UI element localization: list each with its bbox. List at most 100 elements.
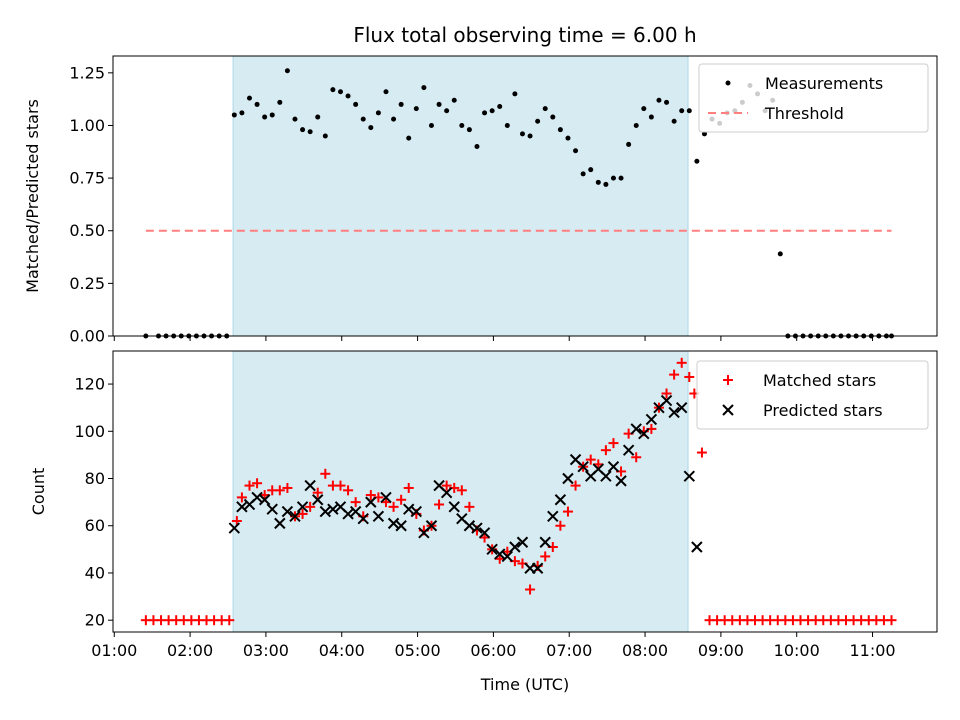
measurement-point [664, 99, 670, 105]
x-marker-stroke [645, 413, 658, 426]
x-marker-stroke [569, 453, 582, 466]
measurement-point [701, 131, 707, 137]
x-marker-stroke [289, 510, 301, 523]
measurement-point [686, 108, 692, 114]
measurement-point [550, 114, 556, 120]
predicted-star-point [387, 517, 400, 530]
legend-matched-marker [723, 375, 733, 385]
measurement-point [527, 133, 533, 139]
count-y-axis-label: Count [29, 468, 48, 516]
x-marker-stroke [691, 541, 703, 553]
measurement-point [360, 116, 366, 122]
matched-star-point [282, 482, 293, 493]
predicted-star-point [342, 508, 354, 520]
matched-star-point [886, 615, 897, 626]
x-tick-label: 02:00 [167, 641, 213, 660]
x-marker-stroke [615, 475, 627, 487]
predicted-star-point [622, 444, 635, 456]
x-tick-label: 07:00 [546, 641, 592, 660]
ratio-y-axis-label: Matched/Predicted stars [23, 99, 42, 293]
x-marker-stroke [380, 491, 392, 504]
measurement-point [246, 95, 252, 101]
matched-star-point [696, 447, 707, 458]
predicted-star-point [577, 460, 589, 473]
measurement-point [444, 108, 450, 114]
legend-predicted-label: Predicted stars [763, 401, 883, 420]
ratio-legend: Measurements Threshold [698, 63, 929, 133]
predicted-star-point [683, 470, 696, 482]
count-legend-box [696, 360, 929, 430]
matched-star-point [464, 501, 475, 512]
matched-star-point [562, 506, 573, 517]
measurement-point [474, 144, 480, 150]
matched-star-point [297, 508, 308, 519]
x-marker-stroke [683, 470, 696, 482]
measurement-point [573, 148, 579, 154]
predicted-star-point [547, 510, 559, 523]
matched-star-point [252, 478, 263, 489]
matched-star-point [244, 480, 255, 491]
matched-star-point [305, 501, 316, 512]
predicted-star-point [410, 505, 423, 518]
predicted-star-point [562, 472, 574, 485]
legend-measurements-marker [725, 80, 731, 86]
matched-star-point [396, 494, 407, 505]
measurement-point [391, 116, 397, 122]
x-marker-stroke [501, 550, 514, 563]
measurement-point [277, 99, 283, 105]
predicted-star-point [440, 486, 453, 499]
predicted-star-point [312, 494, 324, 506]
predicted-star-point [494, 548, 506, 560]
measurement-point [603, 181, 609, 187]
x-marker-stroke [319, 505, 332, 518]
matched-star-point [365, 490, 376, 501]
x-marker-stroke [539, 536, 551, 548]
x-marker-stroke [296, 501, 309, 513]
predicted-star-point [638, 427, 650, 440]
ratio-plot-frame [112, 55, 938, 337]
predicted-star-point [372, 510, 385, 523]
measurement-point [633, 122, 639, 128]
x-tick-label: 06:00 [470, 641, 516, 660]
predicted-star-point [691, 541, 703, 553]
predicted-star-point [296, 501, 309, 513]
x-marker-stroke [554, 494, 567, 506]
y-tick-label: 60 [85, 516, 105, 535]
ratio-legend-box [698, 63, 929, 133]
predicted-star-point [531, 562, 544, 574]
x-tick-label: 10:00 [774, 641, 820, 660]
x-marker-stroke [600, 470, 612, 482]
matched-star-point [525, 584, 536, 595]
x-marker-stroke [349, 505, 362, 518]
x-marker-stroke [463, 520, 476, 532]
count-legend: Matched stars Predicted stars [696, 360, 929, 430]
y-tick-label: 0.75 [69, 169, 105, 188]
predicted-star-point [228, 522, 241, 534]
measurement-point [330, 87, 336, 93]
measurement-point [535, 118, 541, 124]
predicted-star-point [327, 503, 339, 515]
x-marker-stroke [722, 404, 734, 416]
predicted-star-point [281, 505, 294, 518]
measurement-point [679, 108, 685, 114]
predicted-star-point [509, 541, 521, 553]
legend-matched-label: Matched stars [763, 371, 876, 390]
x-marker-stroke [410, 505, 423, 518]
measurement-point [254, 101, 260, 107]
measurement-point [428, 122, 434, 128]
predicted-star-point [236, 501, 248, 513]
x-marker-stroke [357, 512, 369, 525]
measurement-point [648, 114, 654, 120]
matched-star-point [312, 487, 323, 498]
measurement-point [466, 127, 472, 133]
x-marker-stroke [509, 541, 521, 553]
x-marker-stroke [577, 460, 589, 473]
x-marker-stroke [327, 503, 339, 515]
measurement-point [641, 106, 647, 112]
measurement-point [459, 122, 465, 128]
measurement-point [231, 112, 237, 118]
matched-star-point [236, 492, 247, 503]
measurement-point [353, 101, 359, 107]
x-marker-stroke [440, 486, 453, 499]
x-marker-stroke [312, 494, 324, 506]
